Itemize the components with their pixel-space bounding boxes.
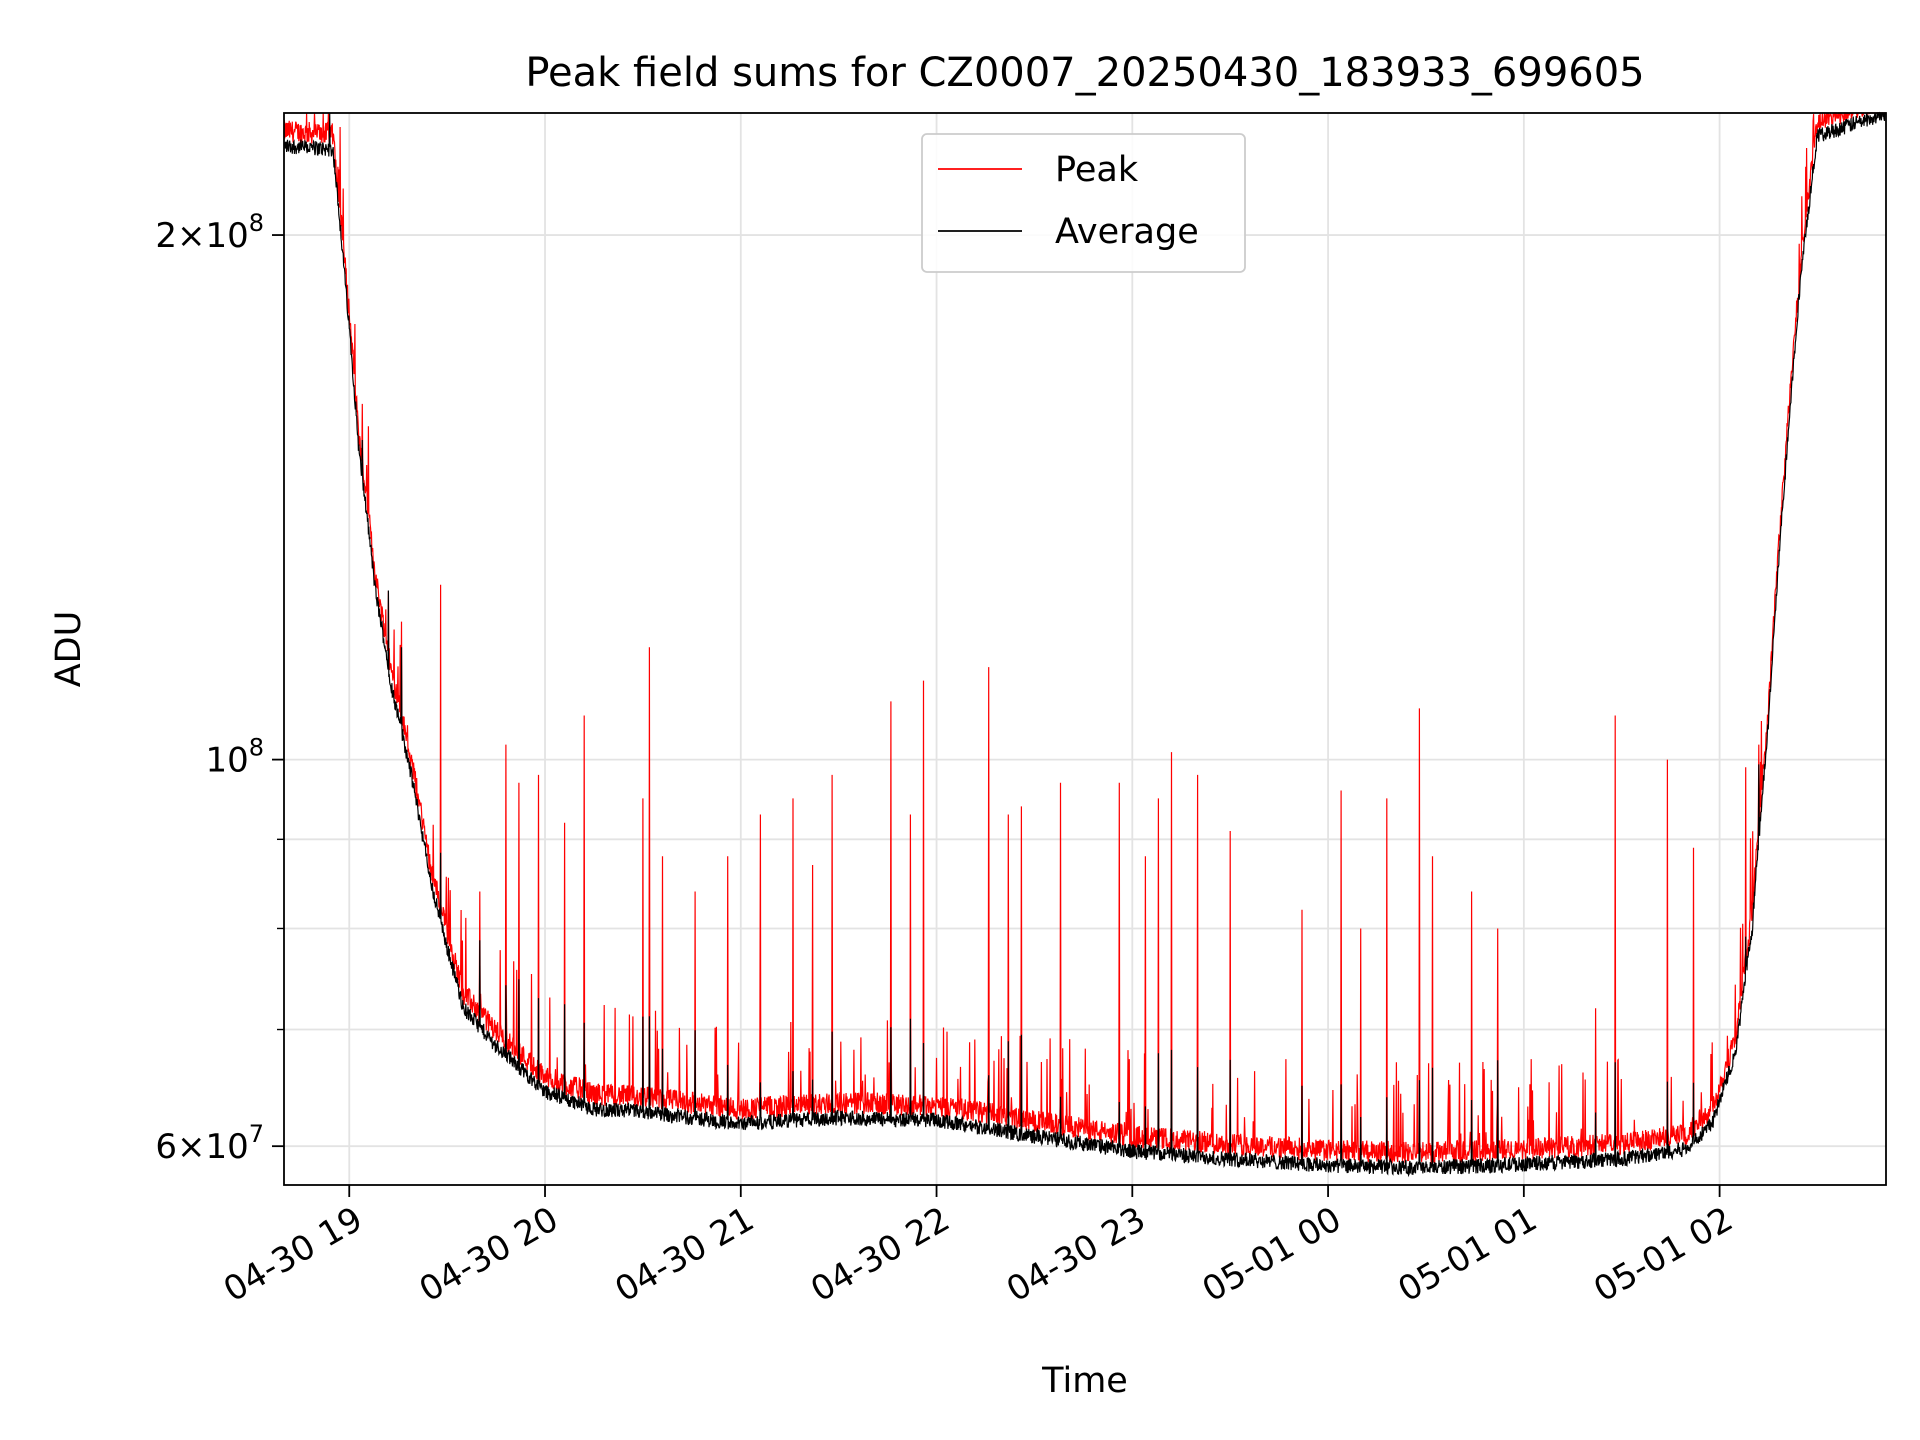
legend-label-average: Average bbox=[1055, 212, 1199, 252]
y-tick-label: 108 bbox=[205, 734, 264, 781]
legend: Peak Average bbox=[921, 133, 1246, 273]
series-line-peak bbox=[283, 111, 1886, 1166]
y-axis-label: ADU bbox=[49, 611, 89, 688]
series-layer bbox=[283, 111, 1886, 1178]
x-axis-label: Time bbox=[1041, 1361, 1128, 1401]
legend-label-peak: Peak bbox=[1055, 150, 1139, 190]
chart-title: Peak field sums for CZ0007_20250430_1839… bbox=[525, 50, 1644, 96]
series-line-average bbox=[283, 111, 1886, 1178]
y-tick-label: 6×107 bbox=[155, 1120, 264, 1167]
y-axis: 6×107 108 2×108 bbox=[155, 209, 284, 1167]
y-tick-label: 2×108 bbox=[155, 209, 264, 256]
plot-frame bbox=[283, 112, 1887, 1186]
